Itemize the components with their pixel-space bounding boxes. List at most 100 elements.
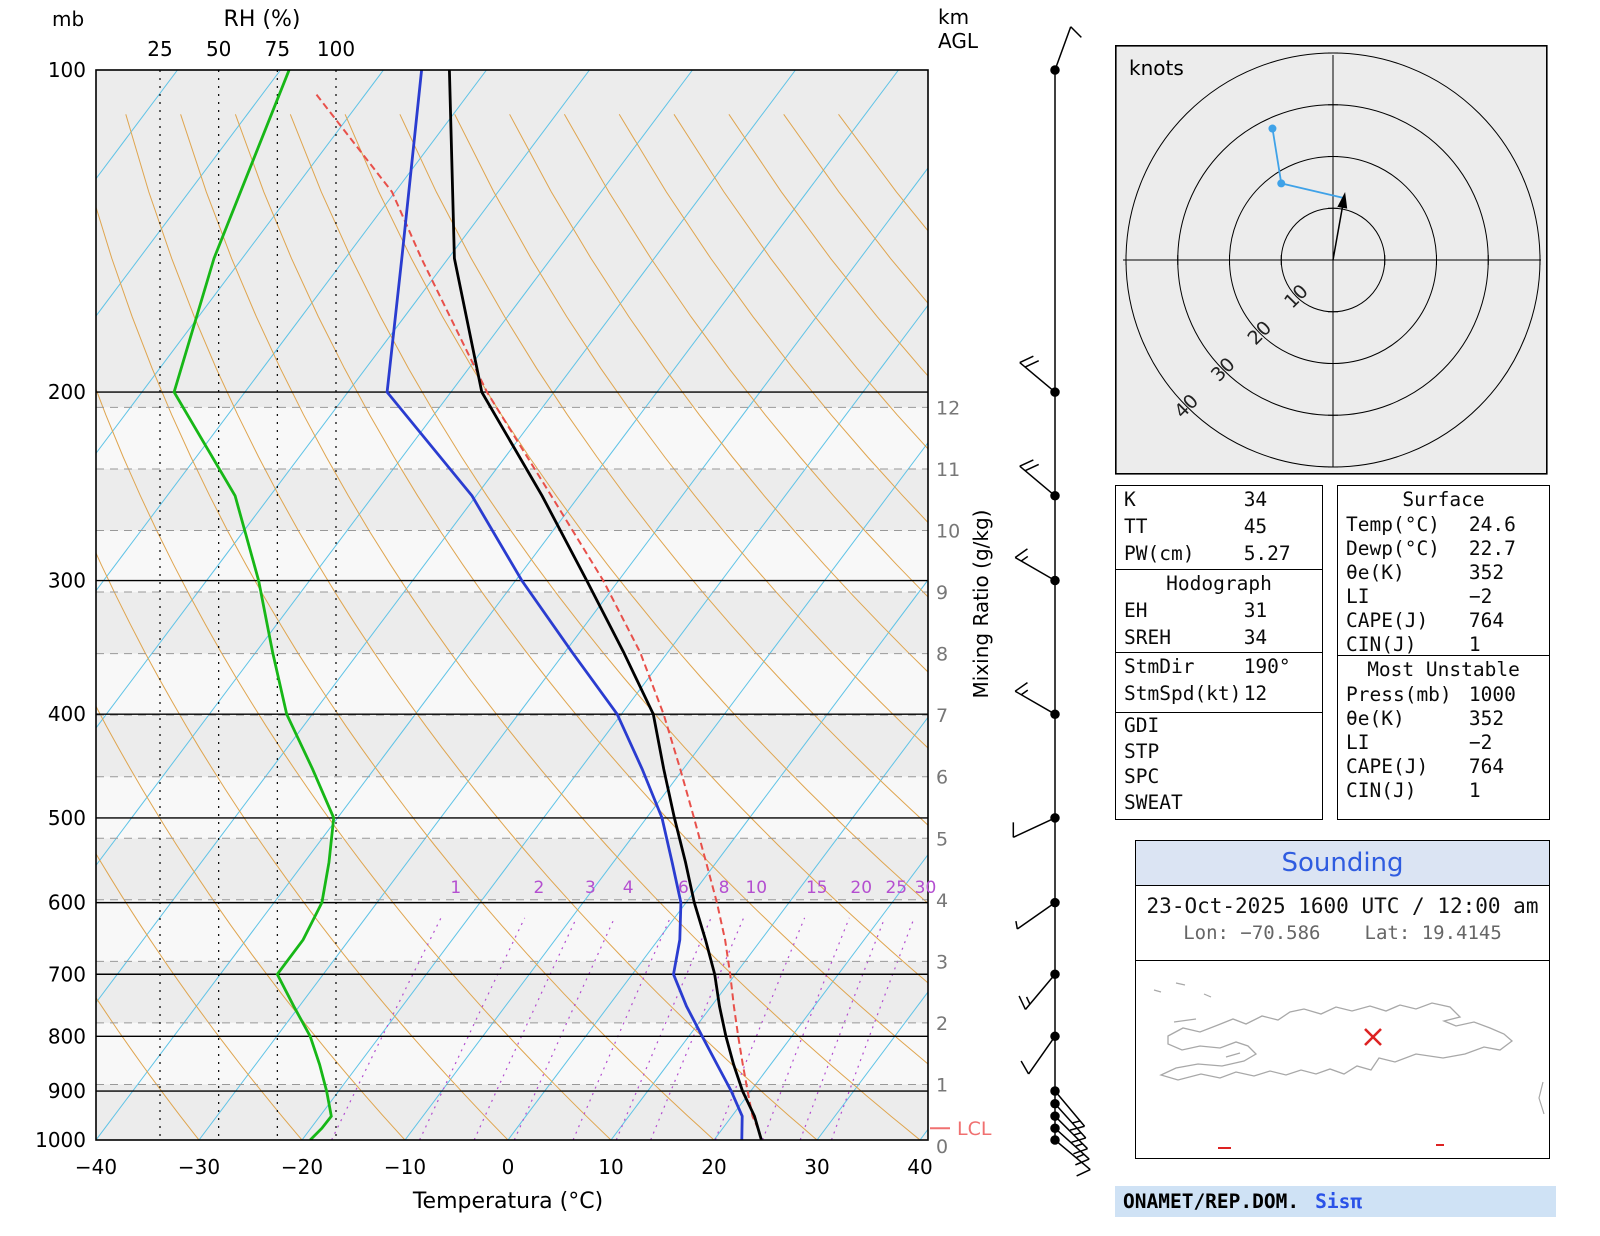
most-unstable-panel: Most Unstable Press(mb) 1000 θe(K) 352 LI −2 C… bbox=[1337, 655, 1550, 820]
svg-text:−10: −10 bbox=[384, 1155, 426, 1179]
height-gridlines bbox=[96, 406, 928, 1085]
stat-label: SPC bbox=[1124, 765, 1160, 788]
stat-value: 352 bbox=[1468, 561, 1505, 584]
svg-text:9: 9 bbox=[936, 582, 948, 604]
storm-motion-panel: StmDir 190° StmSpd(kt) 12 bbox=[1115, 652, 1323, 715]
svg-text:8: 8 bbox=[719, 878, 730, 898]
svg-text:3: 3 bbox=[585, 878, 596, 898]
location-map bbox=[1153, 982, 1545, 1149]
stat-row: SWEAT bbox=[1116, 790, 1322, 816]
stat-label: Temp(°C) bbox=[1346, 513, 1440, 536]
stat-label: StmDir bbox=[1124, 655, 1195, 678]
sounding-info-panel: Sounding 23-Oct-2025 1600 UTC / 12:00 am… bbox=[1135, 840, 1550, 1159]
pressure-tick-labels: 100 200 300 400 500 600 700 800 900 1000 bbox=[35, 58, 86, 1152]
hispaniola-coastline bbox=[1159, 1002, 1514, 1081]
stat-label: CIN(J) bbox=[1346, 633, 1417, 656]
tortuga-island bbox=[1173, 1018, 1197, 1023]
svg-text:12: 12 bbox=[936, 397, 960, 419]
map-red-ticks bbox=[1218, 1144, 1444, 1149]
temp-axis-title: Temperatura (°C) bbox=[412, 1189, 603, 1214]
stat-value: 352 bbox=[1468, 707, 1505, 730]
stat-value bbox=[1244, 713, 1314, 739]
stat-label: TT bbox=[1124, 515, 1148, 538]
hodograph-rings bbox=[1123, 52, 1541, 468]
stat-label: LI bbox=[1346, 585, 1370, 608]
svg-text:100: 100 bbox=[317, 37, 355, 61]
lcl-label: LCL bbox=[957, 1118, 992, 1140]
stat-value: 1 bbox=[1468, 779, 1481, 802]
dry-adiabat-lines bbox=[96, 114, 928, 1140]
stat-value: 1 bbox=[1468, 633, 1481, 656]
stat-row: θe(K) 352 bbox=[1338, 561, 1549, 585]
storm-motion-vector bbox=[1332, 198, 1345, 261]
svg-text:6: 6 bbox=[936, 767, 948, 789]
svg-text:400: 400 bbox=[48, 702, 86, 726]
svg-text:20: 20 bbox=[701, 1155, 726, 1179]
stat-label: θe(K) bbox=[1346, 561, 1405, 584]
stat-row: TT 45 bbox=[1116, 513, 1322, 540]
stat-row: Temp(°C) 24.6 bbox=[1338, 513, 1549, 537]
svg-text:200: 200 bbox=[48, 380, 86, 404]
svg-text:11: 11 bbox=[936, 459, 960, 481]
dewpoint-line bbox=[385, 70, 744, 1140]
stat-row: LI −2 bbox=[1338, 585, 1549, 609]
svg-text:30: 30 bbox=[915, 878, 937, 898]
stat-value: 34 bbox=[1243, 626, 1268, 649]
small-islands bbox=[1153, 982, 1212, 998]
svg-text:1: 1 bbox=[450, 878, 461, 898]
stat-row: StmSpd(kt) 12 bbox=[1116, 680, 1322, 707]
mixing-ratio-axis-title: Mixing Ratio (g/kg) bbox=[969, 510, 993, 699]
svg-text:300: 300 bbox=[48, 569, 86, 593]
svg-text:4: 4 bbox=[936, 890, 948, 912]
stat-value: 24.6 bbox=[1468, 513, 1516, 536]
longitude-value: Lon: −70.586 bbox=[1183, 922, 1321, 944]
stat-value: −2 bbox=[1468, 585, 1493, 608]
temp-tick-labels: −40 −30 −20 −10 0 10 20 30 40 bbox=[75, 1155, 933, 1179]
stat-row: CIN(J) 1 bbox=[1338, 779, 1549, 803]
stat-value: 22.7 bbox=[1468, 537, 1516, 560]
pressure-gridlines bbox=[96, 391, 928, 1092]
svg-text:900: 900 bbox=[48, 1079, 86, 1103]
skewt-plot-area bbox=[96, 70, 928, 1140]
stat-row: GDI bbox=[1116, 713, 1322, 739]
stat-value: 764 bbox=[1468, 755, 1505, 778]
panel-header: Surface bbox=[1402, 488, 1485, 511]
stat-value: 31 bbox=[1243, 599, 1268, 622]
svg-text:10: 10 bbox=[745, 878, 767, 898]
parcel-line bbox=[314, 92, 763, 1140]
svg-text:30: 30 bbox=[804, 1155, 829, 1179]
stat-label: PW(cm) bbox=[1124, 542, 1195, 565]
mixing-ratio-lines bbox=[331, 917, 915, 1140]
stat-row: StmDir 190° bbox=[1116, 653, 1322, 680]
stat-value: 5.27 bbox=[1243, 542, 1291, 565]
location-marker-x bbox=[1364, 1028, 1382, 1046]
thermo-indices-panel: K 34 TT 45 PW(cm) 5.27 bbox=[1115, 485, 1323, 572]
stat-row: CIN(J) 1 bbox=[1338, 633, 1549, 657]
stat-value: −2 bbox=[1468, 731, 1493, 754]
stat-row: CAPE(J) 764 bbox=[1338, 609, 1549, 633]
svg-text:20: 20 bbox=[850, 878, 872, 898]
svg-text:5: 5 bbox=[936, 828, 948, 850]
svg-text:500: 500 bbox=[48, 806, 86, 830]
stat-value bbox=[1244, 790, 1314, 816]
stat-label: StmSpd(kt) bbox=[1124, 682, 1242, 705]
svg-text:700: 700 bbox=[48, 962, 86, 986]
stat-value: 1000 bbox=[1468, 683, 1516, 706]
stat-label: EH bbox=[1124, 599, 1148, 622]
svg-text:6: 6 bbox=[678, 878, 689, 898]
gonave-island bbox=[1225, 1052, 1241, 1058]
svg-text:0: 0 bbox=[936, 1136, 948, 1158]
hodograph-stats-panel: Hodograph EH 31 SREH 34 bbox=[1115, 569, 1323, 655]
stat-label: STP bbox=[1124, 739, 1160, 763]
neighbor-coastline bbox=[1538, 1081, 1545, 1115]
svg-text:0: 0 bbox=[502, 1155, 515, 1179]
svg-text:−30: −30 bbox=[178, 1155, 220, 1179]
stat-row: SPC bbox=[1116, 764, 1322, 790]
surface-panel: Surface Temp(°C) 24.6 Dewp(°C) 22.7 θe(K) 352… bbox=[1337, 485, 1550, 658]
map-area bbox=[1136, 961, 1549, 1155]
rh-tick-labels: 25 50 75 100 bbox=[147, 37, 355, 61]
stat-row: EH 31 bbox=[1116, 597, 1322, 624]
hodograph-units-label: knots bbox=[1129, 56, 1184, 80]
rh-line bbox=[172, 70, 336, 1140]
